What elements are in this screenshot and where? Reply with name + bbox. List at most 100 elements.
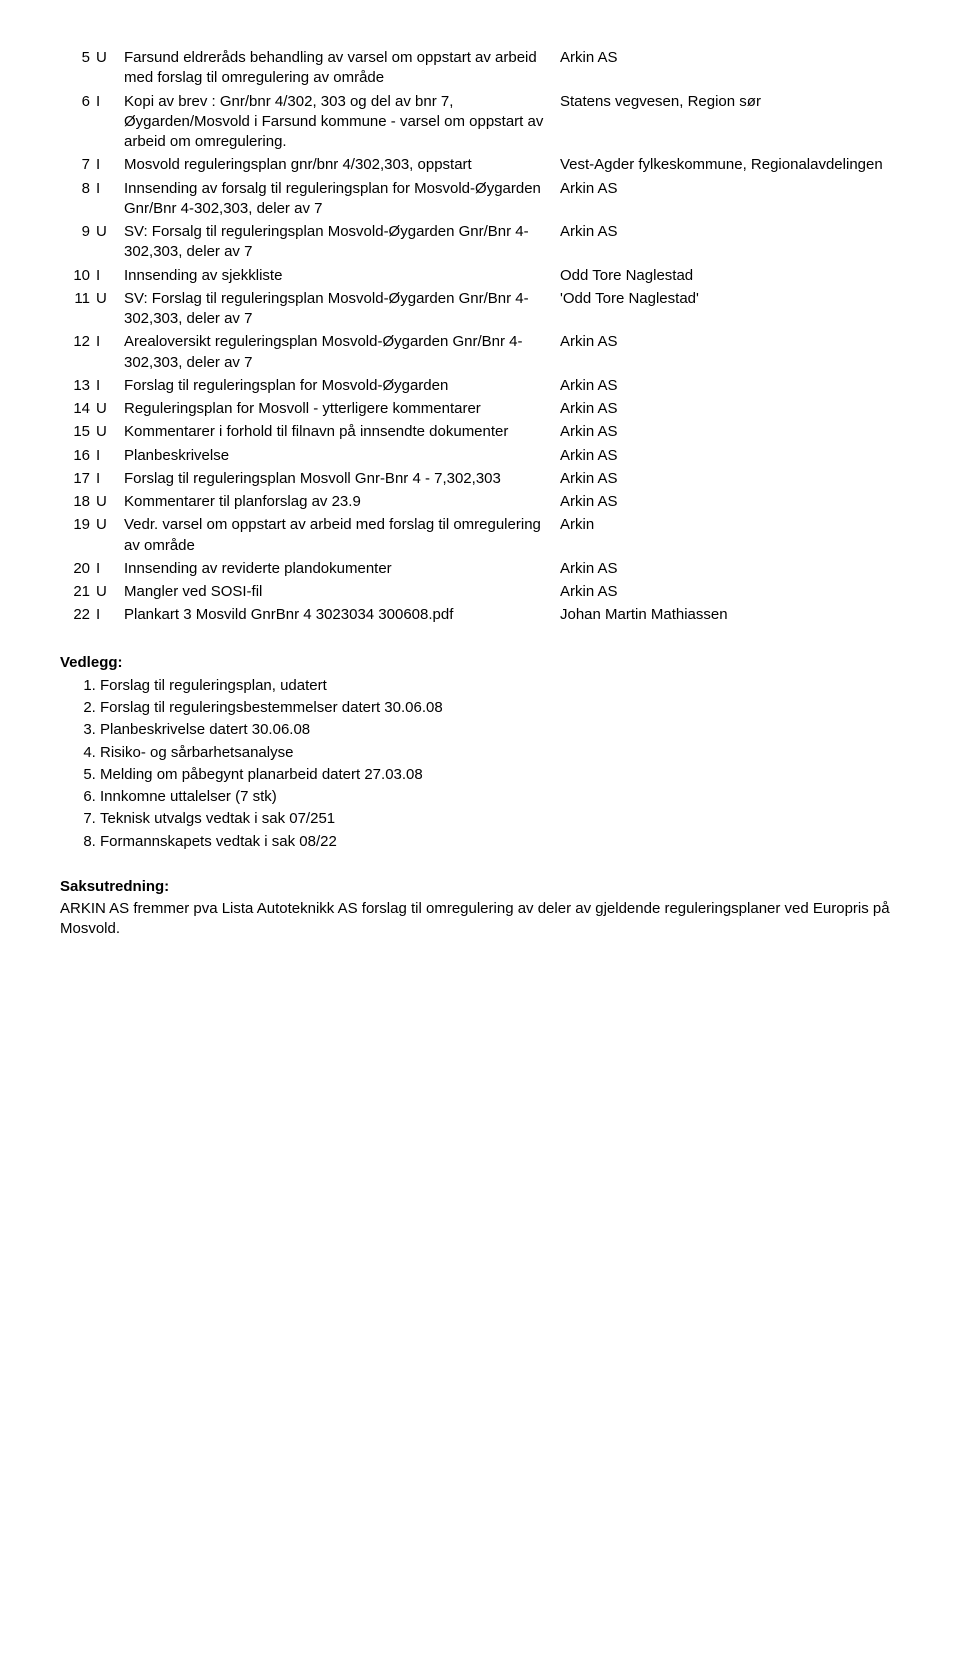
attachments-heading: Vedlegg: [60, 653, 900, 673]
row-type: U [96, 48, 124, 92]
row-description: SV: Forsalg til reguleringsplan Mosvold-… [124, 222, 560, 266]
document-list-table: 5UFarsund eldreråds behandling av varsel… [60, 48, 900, 629]
row-type: I [96, 559, 124, 582]
row-type: U [96, 399, 124, 422]
table-row: 20IInnsending av reviderte plandokumente… [60, 559, 900, 582]
row-party: Statens vegvesen, Region sør [560, 92, 900, 156]
attachment-item: Forslag til reguleringsplan, udatert [100, 675, 900, 697]
row-number: 20 [60, 559, 96, 582]
row-description: Forslag til reguleringsplan Mosvoll Gnr-… [124, 469, 560, 492]
row-number: 15 [60, 422, 96, 445]
row-description: Innsending av reviderte plandokumenter [124, 559, 560, 582]
row-description: Vedr. varsel om oppstart av arbeid med f… [124, 515, 560, 559]
row-party: 'Odd Tore Naglestad' [560, 289, 900, 333]
row-type: I [96, 92, 124, 156]
saksutredning-heading: Saksutredning: [60, 877, 900, 897]
row-party: Arkin AS [560, 179, 900, 223]
row-party: Arkin AS [560, 559, 900, 582]
row-type: U [96, 222, 124, 266]
row-type: I [96, 605, 124, 628]
row-type: U [96, 515, 124, 559]
row-type: I [96, 179, 124, 223]
row-number: 7 [60, 155, 96, 178]
row-party: Arkin AS [560, 582, 900, 605]
table-row: 10IInnsending av sjekklisteOdd Tore Nagl… [60, 266, 900, 289]
row-party: Arkin AS [560, 222, 900, 266]
row-number: 12 [60, 332, 96, 376]
attachment-item: Forslag til reguleringsbestemmelser date… [100, 697, 900, 719]
row-party: Arkin AS [560, 376, 900, 399]
row-party: Arkin [560, 515, 900, 559]
table-row: 8IInnsending av forsalg til reguleringsp… [60, 179, 900, 223]
table-row: 15UKommentarer i forhold til filnavn på … [60, 422, 900, 445]
attachment-item: Formannskapets vedtak i sak 08/22 [100, 831, 900, 853]
row-type: I [96, 376, 124, 399]
attachment-item: Melding om påbegynt planarbeid datert 27… [100, 764, 900, 786]
table-row: 5UFarsund eldreråds behandling av varsel… [60, 48, 900, 92]
row-number: 22 [60, 605, 96, 628]
row-number: 21 [60, 582, 96, 605]
row-type: U [96, 492, 124, 515]
row-description: Planbeskrivelse [124, 446, 560, 469]
attachment-item: Planbeskrivelse datert 30.06.08 [100, 719, 900, 741]
row-type: U [96, 582, 124, 605]
row-number: 13 [60, 376, 96, 399]
row-party: Arkin AS [560, 469, 900, 492]
row-number: 10 [60, 266, 96, 289]
table-row: 13IForslag til reguleringsplan for Mosvo… [60, 376, 900, 399]
row-type: I [96, 155, 124, 178]
row-number: 6 [60, 92, 96, 156]
row-number: 11 [60, 289, 96, 333]
attachments-list: Forslag til reguleringsplan, udatertFors… [60, 675, 900, 853]
table-row: 18UKommentarer til planforslag av 23.9Ar… [60, 492, 900, 515]
row-number: 9 [60, 222, 96, 266]
row-party: Johan Martin Mathiassen [560, 605, 900, 628]
table-row: 14UReguleringsplan for Mosvoll - ytterli… [60, 399, 900, 422]
row-number: 14 [60, 399, 96, 422]
table-row: 19UVedr. varsel om oppstart av arbeid me… [60, 515, 900, 559]
attachment-item: Teknisk utvalgs vedtak i sak 07/251 [100, 808, 900, 830]
table-row: 12IArealoversikt reguleringsplan Mosvold… [60, 332, 900, 376]
row-description: Reguleringsplan for Mosvoll - ytterliger… [124, 399, 560, 422]
row-description: Arealoversikt reguleringsplan Mosvold-Øy… [124, 332, 560, 376]
table-row: 11USV: Forslag til reguleringsplan Mosvo… [60, 289, 900, 333]
row-type: I [96, 446, 124, 469]
attachment-item: Innkomne uttalelser (7 stk) [100, 786, 900, 808]
row-party: Odd Tore Naglestad [560, 266, 900, 289]
attachment-item: Risiko- og sårbarhetsanalyse [100, 742, 900, 764]
table-row: 9USV: Forsalg til reguleringsplan Mosvol… [60, 222, 900, 266]
table-row: 6IKopi av brev : Gnr/bnr 4/302, 303 og d… [60, 92, 900, 156]
row-description: Mangler ved SOSI-fil [124, 582, 560, 605]
row-party: Arkin AS [560, 332, 900, 376]
table-row: 22IPlankart 3 Mosvild GnrBnr 4 3023034 3… [60, 605, 900, 628]
table-row: 7IMosvold reguleringsplan gnr/bnr 4/302,… [60, 155, 900, 178]
row-type: I [96, 332, 124, 376]
row-description: Kommentarer til planforslag av 23.9 [124, 492, 560, 515]
row-party: Arkin AS [560, 422, 900, 445]
row-number: 17 [60, 469, 96, 492]
row-party: Vest-Agder fylkeskommune, Regionalavdeli… [560, 155, 900, 178]
row-description: SV: Forslag til reguleringsplan Mosvold-… [124, 289, 560, 333]
saksutredning-body: ARKIN AS fremmer pva Lista Autoteknikk A… [60, 899, 900, 940]
row-type: U [96, 422, 124, 445]
row-description: Plankart 3 Mosvild GnrBnr 4 3023034 3006… [124, 605, 560, 628]
row-number: 16 [60, 446, 96, 469]
row-description: Kopi av brev : Gnr/bnr 4/302, 303 og del… [124, 92, 560, 156]
row-party: Arkin AS [560, 48, 900, 92]
row-number: 5 [60, 48, 96, 92]
row-type: I [96, 266, 124, 289]
row-type: I [96, 469, 124, 492]
table-row: 17IForslag til reguleringsplan Mosvoll G… [60, 469, 900, 492]
table-row: 16IPlanbeskrivelseArkin AS [60, 446, 900, 469]
row-description: Mosvold reguleringsplan gnr/bnr 4/302,30… [124, 155, 560, 178]
row-type: U [96, 289, 124, 333]
row-description: Forslag til reguleringsplan for Mosvold-… [124, 376, 560, 399]
row-number: 19 [60, 515, 96, 559]
row-description: Innsending av sjekkliste [124, 266, 560, 289]
row-number: 18 [60, 492, 96, 515]
row-party: Arkin AS [560, 446, 900, 469]
row-party: Arkin AS [560, 492, 900, 515]
row-description: Kommentarer i forhold til filnavn på inn… [124, 422, 560, 445]
row-number: 8 [60, 179, 96, 223]
row-party: Arkin AS [560, 399, 900, 422]
